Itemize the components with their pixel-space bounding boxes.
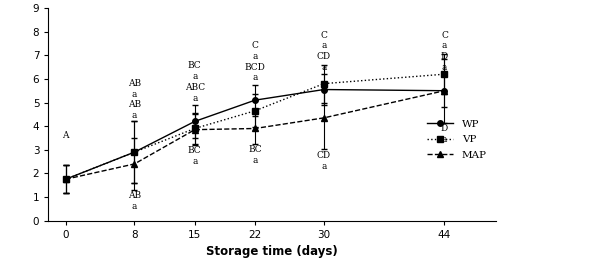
Text: BC
a: BC a — [188, 146, 201, 166]
Text: CD
a: CD a — [317, 151, 331, 171]
Legend: WP, VP, MAP: WP, VP, MAP — [423, 115, 491, 164]
Text: BC
a: BC a — [248, 145, 262, 165]
Text: AB
a
AB
a: AB a AB a — [128, 79, 141, 120]
Text: C
a
D
a: C a D a — [441, 31, 448, 72]
Text: C
a
CD
a: C a CD a — [317, 31, 331, 72]
Text: BC
a
ABC
a: BC a ABC a — [185, 61, 205, 102]
X-axis label: Storage time (days): Storage time (days) — [206, 245, 338, 258]
Text: D
a: D a — [441, 124, 448, 144]
Text: AB
a: AB a — [128, 191, 141, 211]
Text: A: A — [62, 131, 69, 140]
Text: C
a
BCD
a: C a BCD a — [244, 41, 266, 83]
